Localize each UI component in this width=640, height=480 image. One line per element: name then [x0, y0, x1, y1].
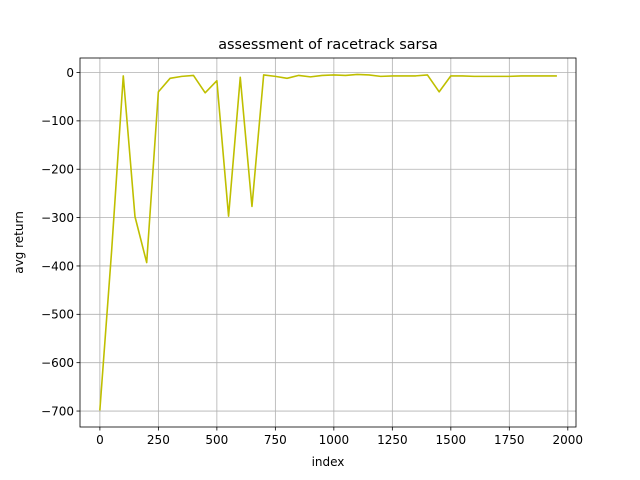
x-tick-label: 500 [205, 433, 228, 447]
x-axis-ticks: 0 250 500 750 1000 1250 1500 1750 2000 [96, 427, 583, 447]
y-tick-label: −600 [41, 356, 74, 370]
x-tick-label: 2000 [553, 433, 584, 447]
x-tick-label: 0 [96, 433, 104, 447]
series-layer [99, 73, 557, 411]
x-axis-label: index [312, 455, 345, 469]
plot-area [80, 58, 576, 427]
y-tick-label: 0 [66, 66, 74, 80]
y-tick-label: −500 [41, 308, 74, 322]
y-tick-label: −700 [41, 404, 74, 418]
x-tick-label: 1000 [319, 433, 350, 447]
series-line [99, 73, 557, 411]
plot-frame [79, 57, 577, 428]
y-tick-label: −400 [41, 259, 74, 273]
x-tick-label: 750 [264, 433, 287, 447]
x-tick-label: 1500 [436, 433, 467, 447]
x-tick-label: 250 [147, 433, 170, 447]
y-tick-label: −200 [41, 163, 74, 177]
x-tick-label: 1750 [494, 433, 525, 447]
y-tick-label: −100 [41, 114, 74, 128]
chart-title: assessment of racetrack sarsa [218, 37, 438, 53]
x-tick-label: 1250 [377, 433, 408, 447]
y-axis-label: avg return [12, 211, 26, 274]
y-axis-ticks: 0 −100 −200 −300 −400 −500 −600 −700 [41, 66, 80, 418]
y-tick-label: −300 [41, 211, 74, 225]
grid-lines [80, 58, 576, 427]
